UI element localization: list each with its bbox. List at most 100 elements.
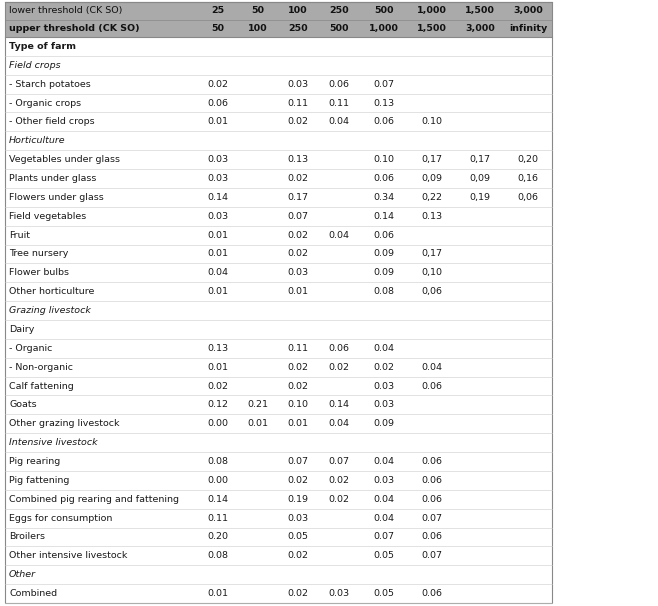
Text: Vegetables under glass: Vegetables under glass [9,155,120,164]
Text: 0.06: 0.06 [207,99,228,107]
Text: - Non-organic: - Non-organic [9,362,73,371]
Text: 0.04: 0.04 [374,494,395,504]
Text: 0.08: 0.08 [374,287,395,296]
Text: 0.14: 0.14 [207,494,228,504]
Text: 0.06: 0.06 [374,231,395,239]
Text: - Organic: - Organic [9,344,53,353]
Bar [5,245,552,264]
Text: Dairy: Dairy [9,325,34,334]
Text: Other horticulture: Other horticulture [9,287,94,296]
Text: 0.01: 0.01 [207,589,228,598]
Bar [5,320,552,339]
Bar [5,433,552,452]
Text: 0.06: 0.06 [422,476,442,485]
Text: 0.07: 0.07 [374,79,395,88]
Text: 0.01: 0.01 [207,118,228,127]
Text: 100: 100 [248,24,268,33]
Text: 0.01: 0.01 [288,419,309,428]
Text: 0.06: 0.06 [374,118,395,127]
Bar [5,225,552,245]
Text: 1,000: 1,000 [417,6,447,15]
Text: 0.07: 0.07 [328,457,349,466]
Text: 0.02: 0.02 [288,382,309,390]
Bar [5,150,552,169]
Text: 50: 50 [211,24,224,33]
Text: 0,09: 0,09 [470,174,490,183]
Bar [5,471,552,490]
Text: 0.06: 0.06 [422,457,442,466]
Text: 0.11: 0.11 [288,344,309,353]
Text: 0,09: 0,09 [422,174,442,183]
Text: 0,22: 0,22 [422,193,442,202]
Text: infinity: infinity [509,24,547,33]
Text: 1,000: 1,000 [369,24,399,33]
Text: 0.13: 0.13 [207,344,228,353]
Bar [5,19,552,37]
Text: Tree nursery: Tree nursery [9,250,68,259]
Text: 0.03: 0.03 [374,382,395,390]
Text: 0.21: 0.21 [247,401,268,410]
Text: - Organic crops: - Organic crops [9,99,81,107]
Text: 0,17: 0,17 [470,155,490,164]
Text: 3,000: 3,000 [513,6,543,15]
Text: upper threshold (CK SO): upper threshold (CK SO) [9,24,139,33]
Bar [5,132,552,150]
Text: 0.04: 0.04 [328,118,349,127]
Bar [5,56,552,75]
Text: 0.02: 0.02 [288,250,309,259]
Text: 0.02: 0.02 [288,476,309,485]
Text: 0.09: 0.09 [374,250,395,259]
Text: 0.03: 0.03 [207,211,228,221]
Text: 0.14: 0.14 [328,401,349,410]
Text: 0.04: 0.04 [374,457,395,466]
Text: 0.01: 0.01 [207,250,228,259]
Text: 0.02: 0.02 [374,362,395,371]
Text: 0,10: 0,10 [422,268,442,278]
Text: 0.03: 0.03 [374,401,395,410]
Text: 0.07: 0.07 [374,533,395,542]
Text: 0.01: 0.01 [247,419,268,428]
Text: Horticulture: Horticulture [9,136,66,145]
Text: lower threshold (CK SO): lower threshold (CK SO) [9,6,122,15]
Text: 0.17: 0.17 [288,193,309,202]
Text: 0.02: 0.02 [328,476,349,485]
Text: 0.01: 0.01 [288,287,309,296]
Text: 0.02: 0.02 [288,118,309,127]
Text: 0,17: 0,17 [422,155,442,164]
Text: 0.06: 0.06 [328,79,349,88]
Text: 0.12: 0.12 [207,401,228,410]
Text: Flower bulbs: Flower bulbs [9,268,69,278]
Text: 0.07: 0.07 [422,551,442,561]
Text: Broilers: Broilers [9,533,45,542]
Text: 0.14: 0.14 [374,211,395,221]
Text: - Other field crops: - Other field crops [9,118,95,127]
Bar [5,113,552,132]
Text: 50: 50 [251,6,265,15]
Text: Field vegetables: Field vegetables [9,211,86,221]
Bar [5,415,552,433]
Text: 0.05: 0.05 [374,589,395,598]
Bar [5,264,552,282]
Text: 0.09: 0.09 [374,419,395,428]
Text: - Starch potatoes: - Starch potatoes [9,79,91,88]
Text: 0.07: 0.07 [288,457,309,466]
Text: Fruit: Fruit [9,231,30,239]
Text: 0.02: 0.02 [207,382,228,390]
Bar [5,301,552,320]
Text: 0.01: 0.01 [207,231,228,239]
Text: 0,19: 0,19 [470,193,490,202]
Bar [5,358,552,376]
Text: 0.05: 0.05 [374,551,395,561]
Text: 0.03: 0.03 [207,155,228,164]
Text: 0.06: 0.06 [422,382,442,390]
Text: 0.04: 0.04 [374,344,395,353]
Text: 100: 100 [288,6,308,15]
Text: 3,000: 3,000 [465,24,495,33]
Text: 0.14: 0.14 [207,193,228,202]
Bar [5,75,552,93]
Text: Other intensive livestock: Other intensive livestock [9,551,128,561]
Text: Pig rearing: Pig rearing [9,457,61,466]
Bar [5,508,552,528]
Text: 0.00: 0.00 [207,419,228,428]
Text: 0.04: 0.04 [328,231,349,239]
